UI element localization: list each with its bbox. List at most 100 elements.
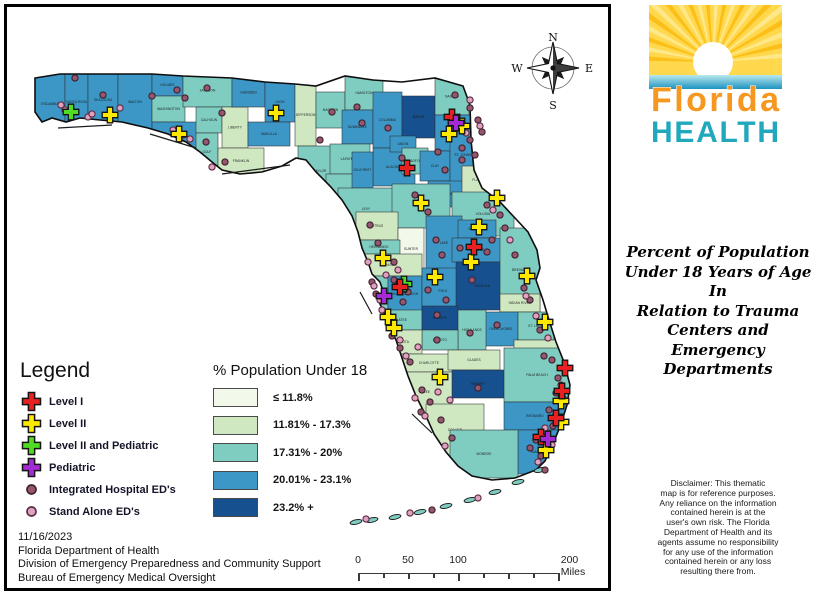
disclaimer-line: contained herein is at the	[670, 507, 766, 518]
county-label: TAYLOR	[314, 169, 327, 173]
county-label: WALTON	[128, 100, 142, 104]
sun-ray	[713, 19, 782, 62]
class-swatch-3	[213, 443, 258, 462]
source-line: Florida Department of Health	[18, 544, 160, 557]
level1-cross-icon	[20, 391, 42, 412]
county-label: OSCEOLA	[474, 284, 491, 288]
legend-item-level1: Level I	[20, 391, 210, 412]
integrated-ed-marker	[432, 236, 440, 244]
integrated-ed-marker	[520, 284, 528, 292]
sun-ray	[713, 5, 718, 62]
disclaimer-line: Disclaimer: This thematic	[670, 478, 766, 488]
integrated-ed-marker	[541, 466, 549, 474]
integrated-ed-marker	[218, 109, 226, 117]
integrated-ed-marker	[483, 248, 491, 256]
county-label: SANTA ROSA	[66, 100, 88, 104]
stand_alone-ed-marker	[396, 336, 404, 344]
stand_alone-ed-marker	[364, 258, 372, 266]
integrated-ed-marker	[468, 276, 476, 284]
county-label: ST. LUCIE	[528, 324, 544, 328]
ed-markers	[57, 74, 567, 523]
map-title: Percent of Population Under 18 Years of …	[617, 243, 819, 380]
stand_alone-ed-marker	[57, 101, 65, 109]
class-swatch-4	[213, 470, 258, 490]
integrated-ed-marker	[456, 244, 464, 252]
stand_alone-ed-marker	[382, 271, 390, 279]
integrated-ed-marker	[471, 151, 479, 159]
county-label: JEFFERSON	[296, 113, 316, 117]
disclaimer-line: Any reliance on the information	[659, 497, 777, 508]
integrated-ed-marker	[358, 119, 366, 127]
barrier-islands	[57, 124, 433, 434]
disclaimer-line: for any use of the information	[662, 546, 774, 557]
keys-island	[349, 519, 363, 525]
integrated-ed-marker	[488, 236, 496, 244]
class-row-4: 20.01% - 23.1%	[213, 470, 403, 490]
integrated-ed-marker	[328, 108, 336, 116]
keys-island	[488, 489, 502, 495]
county-label: SUWANNEE	[348, 125, 367, 129]
map-frame: ESCAMBIA SANTA ROSA OKALOOSA WALTON HOLMES WA…	[4, 4, 611, 591]
legend-item-level2: Level II	[20, 413, 210, 434]
county-citrus	[355, 211, 399, 241]
county-label: ESCAMBIA	[41, 102, 59, 106]
class-label: ≤ 11.8%	[273, 391, 313, 404]
integrated-ed-marker	[474, 116, 482, 124]
source-block: 11/16/2023 Florida Department of Health …	[18, 531, 321, 585]
county-label: MONROE	[477, 452, 492, 456]
integrated-ed-marker	[441, 166, 449, 174]
stand_alone-ed-marker	[506, 236, 514, 244]
scale-bar: 0 50 100 200 Miles	[352, 552, 592, 586]
scale-label-0: 0	[355, 554, 361, 566]
county-label: CHARLOTTE	[419, 361, 439, 365]
county-label: POLK	[439, 289, 449, 293]
title-line: Emergency Departments	[663, 340, 773, 379]
integrated-ed-marker	[418, 386, 426, 394]
county-label: COLUMBIA	[379, 118, 397, 122]
county-hardee	[421, 305, 459, 331]
florida-health-logo: Florida HEALTH	[649, 5, 782, 149]
integrated-ed-marker	[202, 138, 210, 146]
county-liberty	[221, 106, 249, 149]
integrated-ed-marker	[438, 251, 446, 259]
keys-island	[511, 479, 525, 485]
stand_alone-ed-marker	[186, 135, 194, 143]
county-wakulla	[247, 121, 291, 147]
county-label: CLAY	[431, 164, 440, 168]
integrated-ed-marker	[511, 251, 519, 259]
integrated-ed-marker	[474, 384, 482, 392]
class-row-1: ≤ 11.8%	[213, 388, 403, 407]
class-label: 20.01% - 23.1%	[273, 474, 352, 486]
integrated-ed-marker	[466, 136, 474, 144]
county-label: HENDRY	[471, 382, 486, 386]
county-label: MANATEE	[391, 318, 407, 322]
disclaimer-line: agents assume no responsibility	[657, 536, 779, 547]
scale-label-100: 100	[449, 554, 467, 566]
county-flagler	[461, 165, 499, 195]
county-okeechobee	[483, 311, 519, 347]
stand_alone-ed-marker	[434, 388, 442, 396]
sun-ray	[713, 5, 782, 62]
integrated-ed-marker	[478, 128, 486, 136]
county-label: HERNANDO	[369, 245, 388, 249]
title-line: Under 18 Years of Age In	[624, 262, 812, 301]
sun-ray	[713, 5, 772, 62]
integrated-ed-marker	[442, 296, 450, 304]
integrated-ed-marker	[548, 356, 556, 364]
integrated-ed-marker	[390, 258, 398, 266]
integrated-ed-marker	[399, 298, 407, 306]
county-label: LAKE	[440, 241, 449, 245]
integrated-ed-marker	[99, 91, 107, 99]
keys-island	[413, 509, 427, 515]
integrated-ed-marker	[466, 329, 474, 337]
county-label: OKEECHOBEE	[489, 327, 512, 331]
integrated-ed-marker	[221, 158, 229, 166]
class-swatch-5	[213, 498, 258, 517]
county-hendry	[451, 369, 505, 399]
county-label: CALHOUN	[201, 118, 218, 122]
disclaimer-line: map is for reference purposes.	[660, 487, 776, 498]
county-label: OKALOOSA	[94, 98, 113, 102]
class-label: 11.81% - 17.3%	[273, 419, 351, 431]
stand_alone-ed-marker	[522, 292, 530, 300]
county-label: HOLMES	[160, 83, 174, 87]
